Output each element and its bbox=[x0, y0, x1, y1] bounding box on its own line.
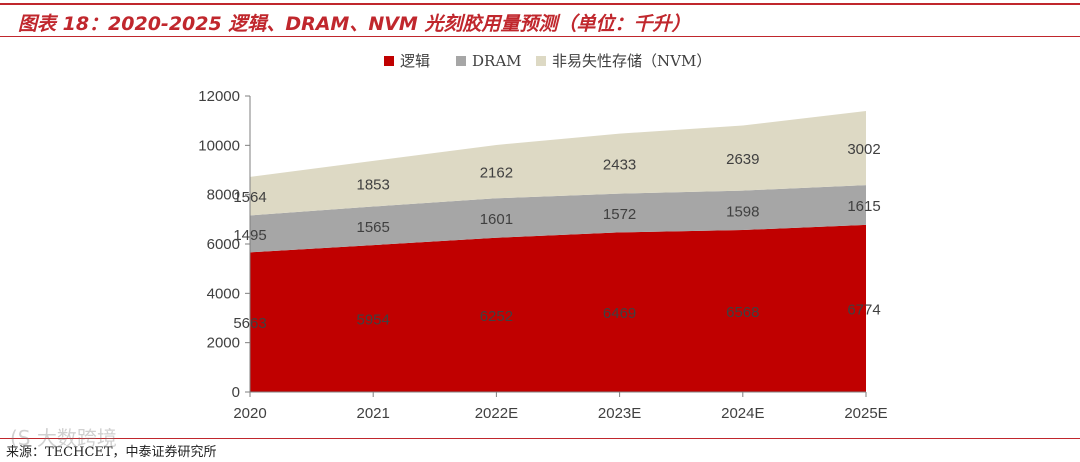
data-label-nvm: 1853 bbox=[357, 177, 390, 194]
data-label-nvm: 1564 bbox=[233, 189, 266, 206]
legend-label-logic: 逻辑 bbox=[400, 52, 430, 70]
legend-label-dram: DRAM bbox=[472, 52, 522, 70]
y-tick-label: 12000 bbox=[198, 88, 240, 105]
legend-swatch-logic bbox=[384, 56, 394, 66]
chart-areas bbox=[250, 111, 866, 392]
legend-swatch-nvm bbox=[536, 56, 546, 66]
data-label-nvm: 2162 bbox=[480, 165, 513, 182]
area-logic bbox=[250, 224, 866, 392]
chart-axes: 0 2000 4000 6000 8000 10000 12000 2020 2021 2022E… bbox=[198, 88, 887, 422]
legend-label-nvm: 非易失性存储（NVM） bbox=[552, 52, 711, 70]
x-tick-label: 2025E bbox=[844, 405, 887, 422]
title-divider bbox=[0, 36, 1080, 37]
data-label-nvm: 3002 bbox=[847, 141, 880, 158]
bottom-rule bbox=[0, 438, 1080, 439]
area-nvm bbox=[250, 111, 866, 216]
x-tick-label: 2024E bbox=[721, 405, 764, 422]
x-tick-label: 2022E bbox=[475, 405, 518, 422]
y-tick-label: 10000 bbox=[198, 137, 240, 154]
area-dram bbox=[250, 185, 866, 253]
data-label-logic: 6774 bbox=[847, 301, 880, 318]
data-label-logic: 5954 bbox=[357, 312, 390, 329]
data-label-nvm: 2639 bbox=[726, 151, 759, 168]
data-label-dram: 1615 bbox=[847, 198, 880, 215]
y-tick-label: 4000 bbox=[207, 285, 240, 302]
chart-legend: 逻辑 DRAM 非易失性存储（NVM） bbox=[384, 52, 711, 70]
data-label-logic: 6568 bbox=[726, 304, 759, 321]
data-label-dram: 1598 bbox=[726, 203, 759, 220]
y-tick-label: 6000 bbox=[207, 236, 240, 253]
data-label-nvm: 2433 bbox=[603, 157, 636, 174]
page-title: 图表 18：2020-2025 逻辑、DRAM、NVM 光刻胶用量预测（单位：千… bbox=[18, 13, 691, 35]
top-rule bbox=[0, 3, 1080, 5]
x-tick-label: 2020 bbox=[233, 405, 266, 422]
chart-data-labels: 5663 5954 6252 6469 6568 6774 1495 1565 1601 1572… bbox=[233, 141, 880, 332]
data-label-dram: 1565 bbox=[357, 219, 390, 236]
source-note: 来源：TECHCET，中泰证券研究所 bbox=[6, 445, 217, 460]
data-label-dram: 1495 bbox=[233, 227, 266, 244]
y-tick-label: 2000 bbox=[207, 335, 240, 352]
data-label-logic: 5663 bbox=[233, 315, 266, 332]
area-chart: 逻辑 DRAM 非易失性存储（NVM） 0 2000 4000 6000 8000 10000… bbox=[198, 52, 887, 422]
watermark: (S 大数跨境 bbox=[10, 426, 117, 450]
legend-swatch-dram bbox=[456, 56, 466, 66]
y-tick-label: 0 bbox=[232, 384, 240, 401]
x-tick-label: 2021 bbox=[357, 405, 390, 422]
x-tick-label: 2023E bbox=[598, 405, 641, 422]
data-label-dram: 1572 bbox=[603, 206, 636, 223]
data-label-logic: 6252 bbox=[480, 308, 513, 325]
data-label-dram: 1601 bbox=[480, 211, 513, 228]
data-label-logic: 6469 bbox=[603, 305, 636, 322]
y-tick-label: 8000 bbox=[207, 187, 240, 204]
